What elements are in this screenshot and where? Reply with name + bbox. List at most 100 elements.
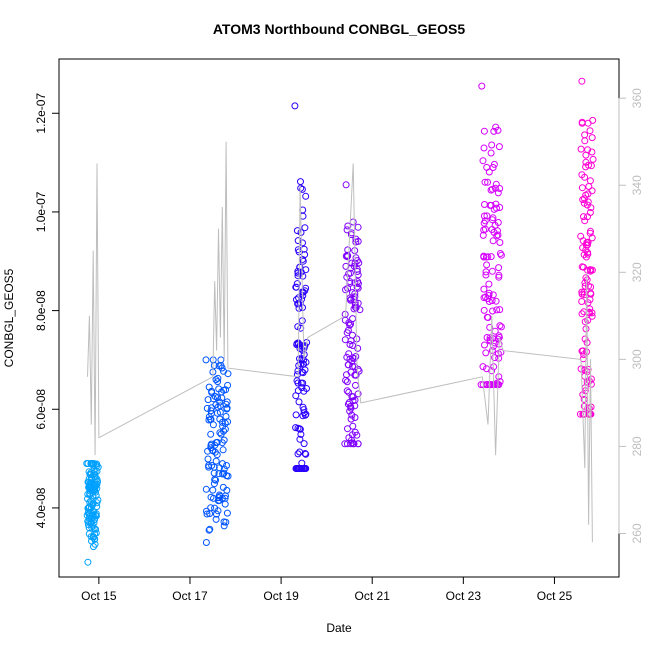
data-point	[495, 143, 503, 151]
data-point	[217, 356, 225, 364]
data-point	[491, 354, 499, 362]
data-point	[202, 485, 210, 493]
data-point	[483, 212, 491, 220]
plot-frame	[58, 58, 620, 578]
series-1	[83, 460, 102, 566]
data-point	[584, 249, 592, 256]
data-point	[297, 178, 304, 186]
data-point	[302, 450, 310, 458]
data-point	[210, 469, 218, 477]
data-point	[301, 287, 309, 295]
data-point	[202, 356, 210, 364]
data-point	[347, 415, 355, 423]
data-point	[293, 227, 301, 235]
data-point	[481, 201, 488, 208]
data-point	[349, 440, 357, 448]
data-point	[496, 239, 504, 246]
data-point	[581, 137, 589, 145]
y-axis-left: 4.0e-08 6.0e-08 8.0e-08 1.0e-07 1.2e-07	[34, 93, 60, 528]
data-point	[212, 476, 220, 484]
data-point	[91, 473, 99, 481]
data-point	[584, 198, 592, 206]
data-point	[577, 145, 585, 153]
data-point	[351, 414, 359, 421]
y-tick-label-right: 320	[630, 262, 644, 282]
data-point	[301, 342, 309, 350]
data-point	[214, 507, 222, 515]
data-point	[494, 189, 502, 197]
data-point	[492, 180, 500, 188]
data-point	[353, 257, 361, 265]
series-6	[576, 77, 597, 418]
data-point	[588, 312, 596, 320]
data-point	[587, 290, 595, 298]
data-point	[496, 250, 504, 257]
y-tick-label-left: 4.0e-08	[34, 487, 48, 528]
data-point	[479, 363, 487, 371]
data-point	[354, 237, 362, 245]
data-point	[300, 406, 308, 414]
data-point	[344, 326, 352, 334]
data-point	[489, 291, 497, 299]
data-point	[478, 82, 486, 90]
data-point	[496, 322, 504, 330]
data-point	[88, 515, 96, 523]
data-point	[496, 306, 504, 314]
data-point	[213, 451, 221, 459]
data-point	[589, 116, 597, 124]
data-point	[212, 376, 220, 384]
data-point	[578, 347, 586, 355]
data-point	[480, 285, 488, 293]
data-point	[215, 470, 223, 478]
data-point	[299, 288, 307, 296]
data-point	[351, 402, 359, 410]
data-point	[581, 173, 589, 181]
data-point	[296, 425, 304, 433]
data-point	[587, 162, 595, 170]
data-point	[494, 126, 502, 134]
data-point	[92, 512, 100, 520]
data-point	[586, 209, 594, 216]
data-point	[84, 558, 92, 566]
data-point	[342, 376, 350, 384]
data-point	[583, 348, 590, 356]
data-point	[487, 253, 495, 261]
data-point	[209, 486, 217, 494]
x-tick-label: Oct 17	[172, 589, 208, 603]
data-point	[485, 289, 493, 297]
data-point	[351, 290, 359, 298]
data-point	[294, 450, 302, 458]
data-point	[492, 297, 500, 305]
y-tick-label-right: 280	[630, 436, 644, 456]
data-point	[302, 358, 310, 366]
data-point	[352, 353, 360, 360]
data-point	[484, 253, 492, 261]
data-point	[345, 350, 353, 358]
data-point	[302, 192, 310, 200]
data-point	[588, 187, 596, 195]
data-point	[588, 134, 596, 142]
data-point	[297, 465, 305, 472]
data-point	[586, 127, 594, 135]
data-point	[300, 387, 308, 395]
data-point	[480, 127, 488, 135]
data-point	[207, 407, 215, 415]
data-point	[356, 306, 364, 314]
data-point	[302, 266, 310, 274]
data-point	[94, 496, 102, 504]
data-point	[203, 404, 211, 412]
data-point	[343, 371, 350, 379]
y-tick-label-left: 6.0e-08	[34, 389, 48, 430]
data-point	[220, 427, 228, 435]
data-point	[299, 379, 307, 387]
data-point	[92, 525, 100, 533]
data-point	[488, 185, 496, 193]
data-point	[349, 315, 357, 323]
data-point	[212, 515, 220, 523]
data-point	[355, 367, 363, 375]
x-tick-label: Oct 25	[537, 589, 573, 603]
y-tick-label-right: 260	[630, 523, 644, 543]
data-point	[481, 178, 489, 186]
data-point	[221, 500, 229, 508]
data-point	[480, 144, 488, 152]
